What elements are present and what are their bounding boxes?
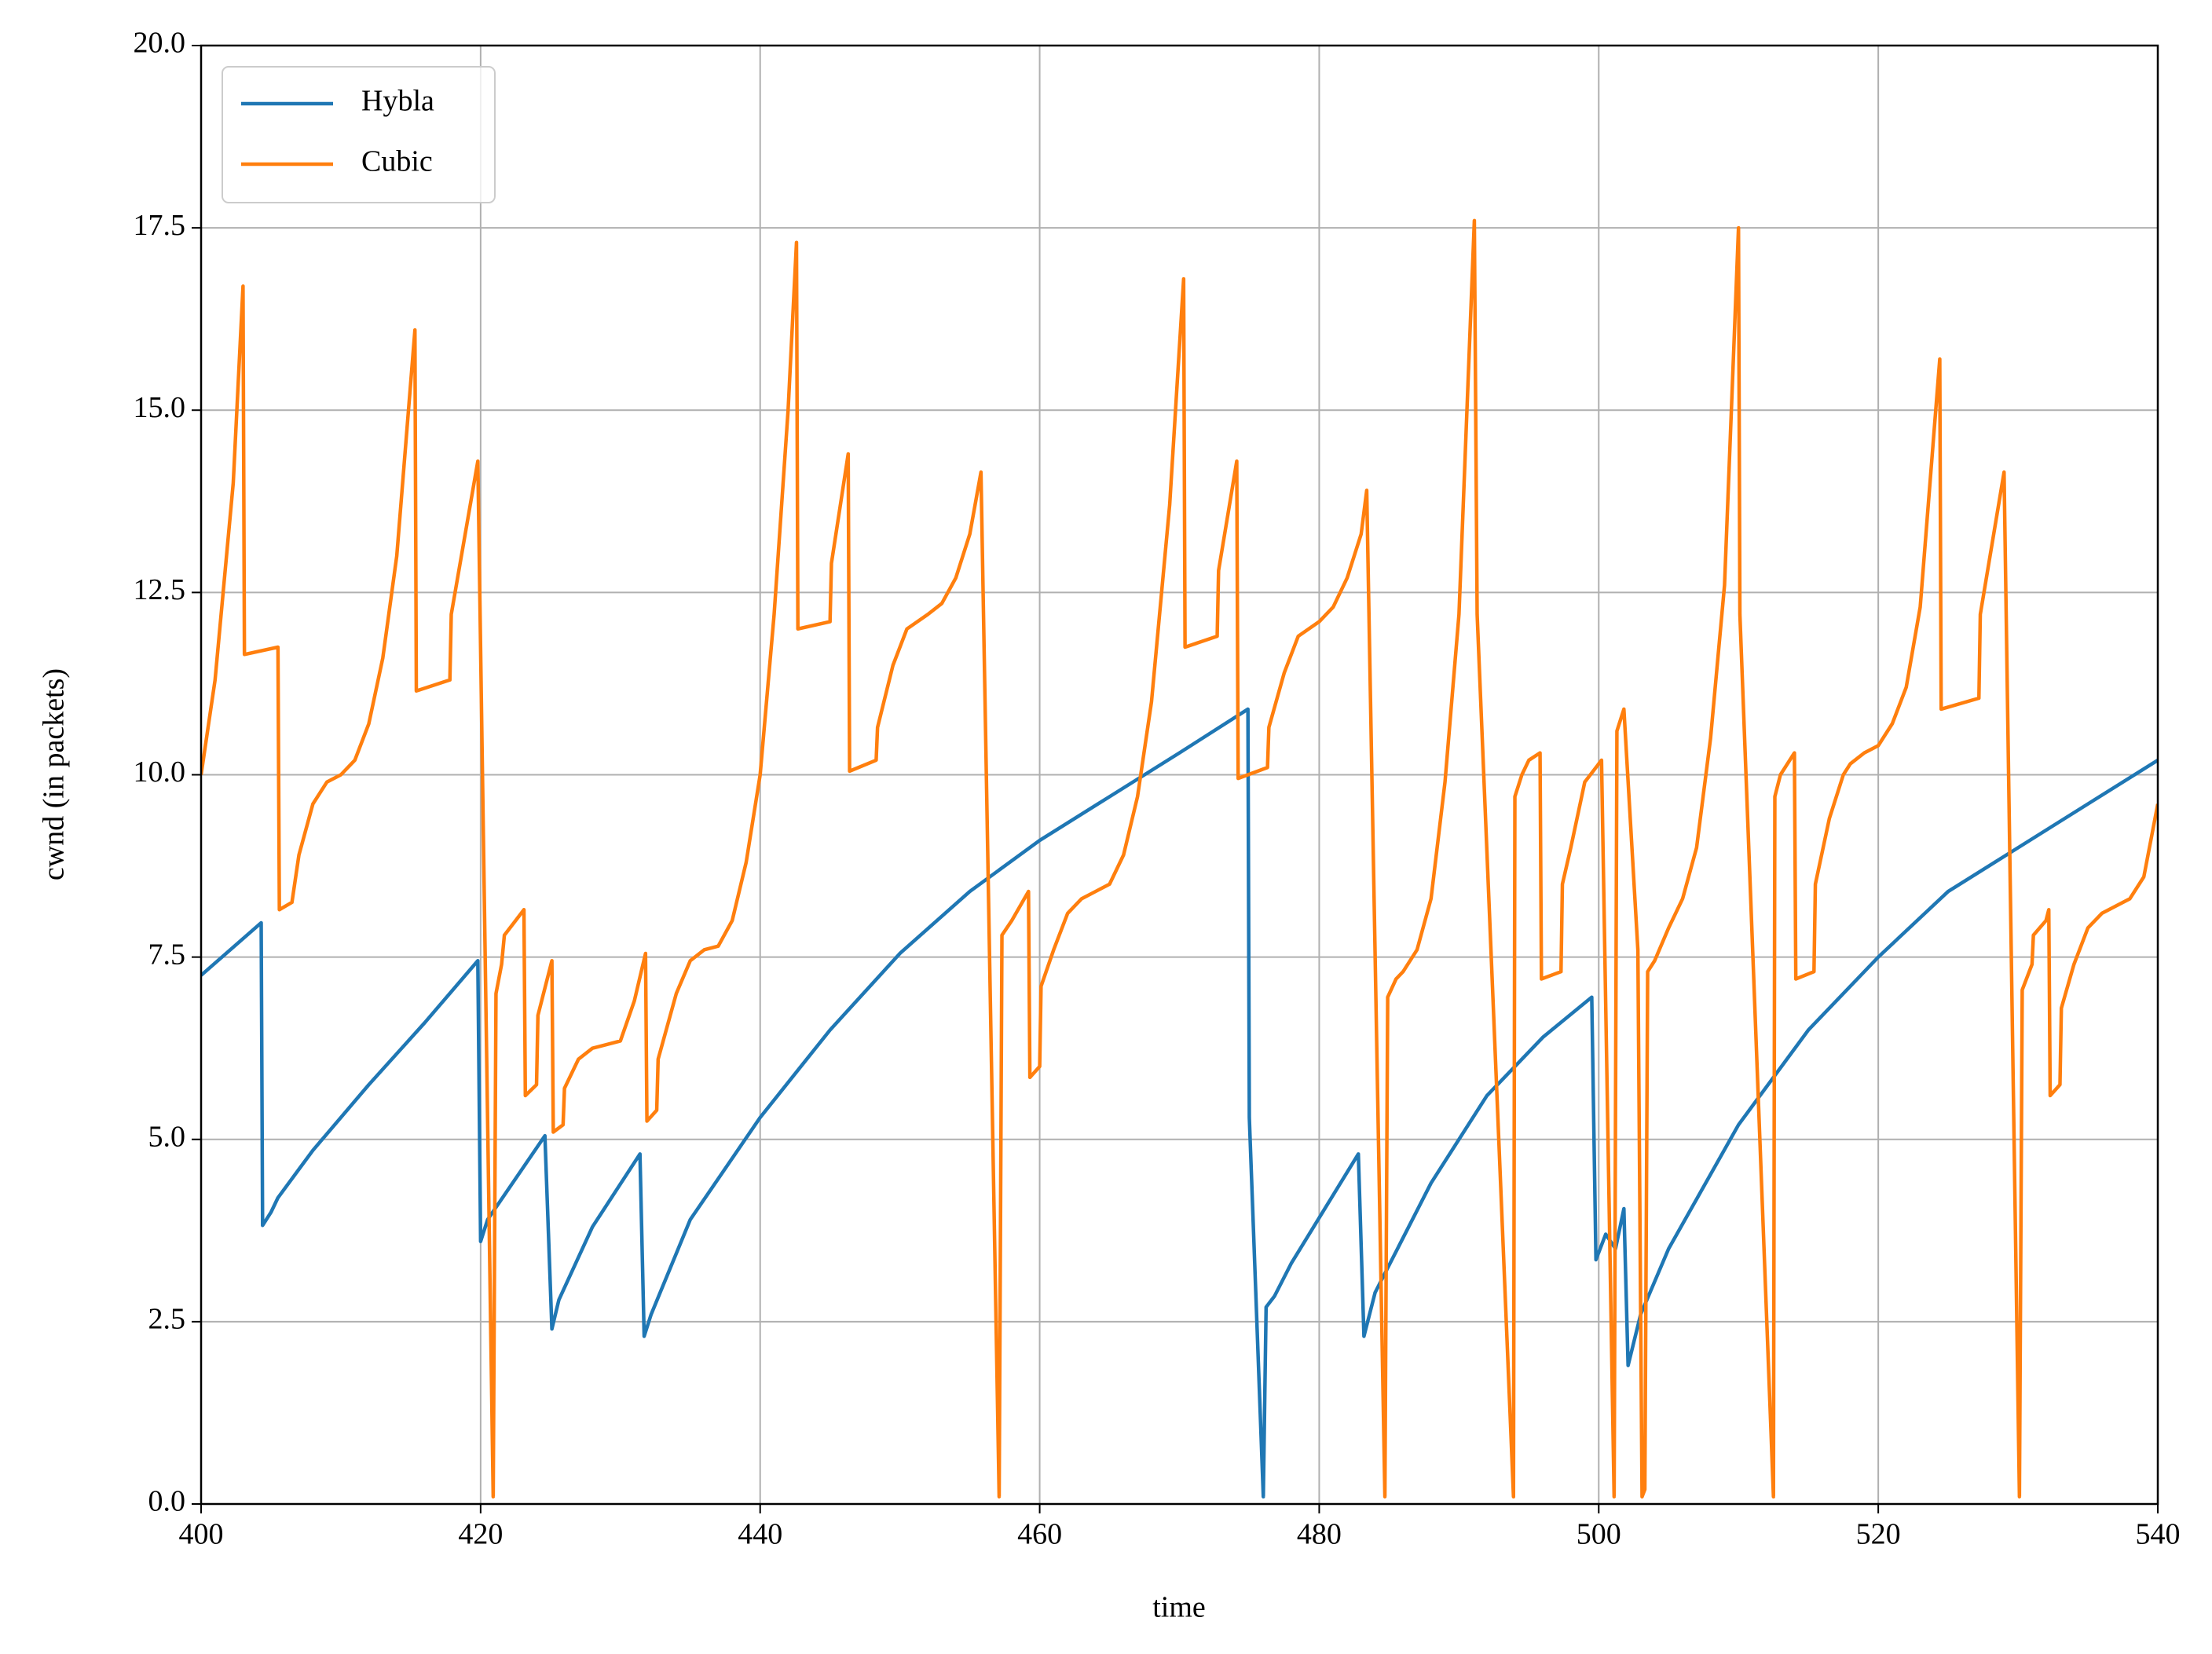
y-tick-label: 10.0 (134, 756, 186, 789)
y-axis-label: cwnd (in packets) (38, 668, 71, 880)
y-tick-label: 20.0 (134, 27, 186, 60)
x-tick-label: 480 (1297, 1518, 1342, 1551)
y-tick-label: 15.0 (134, 391, 186, 424)
legend-label: Hybla (361, 85, 434, 118)
plot-area (201, 218, 2158, 1498)
y-tick-label: 7.5 (148, 938, 186, 971)
x-tick-label: 540 (2136, 1518, 2181, 1551)
ticks: 400 420 440 460 480 500 520 540 0.0 2.5 5.0 7.5 10.0… (134, 27, 2181, 1551)
legend: Hybla Cubic (222, 66, 496, 203)
x-tick-label: 460 (1017, 1518, 1062, 1551)
series-line (201, 707, 2158, 1498)
y-tick-label: 2.5 (148, 1303, 186, 1336)
y-tick-label: 0.0 (148, 1485, 186, 1518)
x-tick-label: 520 (1856, 1518, 1901, 1551)
y-tick-label: 12.5 (134, 573, 186, 606)
x-tick-label: 440 (738, 1518, 782, 1551)
x-tick-label: 420 (458, 1518, 503, 1551)
x-axis-label: time (1152, 1591, 1206, 1624)
y-tick-label: 17.5 (134, 209, 186, 242)
x-tick-label: 500 (1577, 1518, 1621, 1551)
legend-box (222, 66, 496, 203)
y-tick-label: 5.0 (148, 1120, 186, 1153)
x-tick-label: 400 (179, 1518, 224, 1551)
legend-label: Cubic (361, 145, 433, 178)
series-line (201, 218, 2158, 1498)
